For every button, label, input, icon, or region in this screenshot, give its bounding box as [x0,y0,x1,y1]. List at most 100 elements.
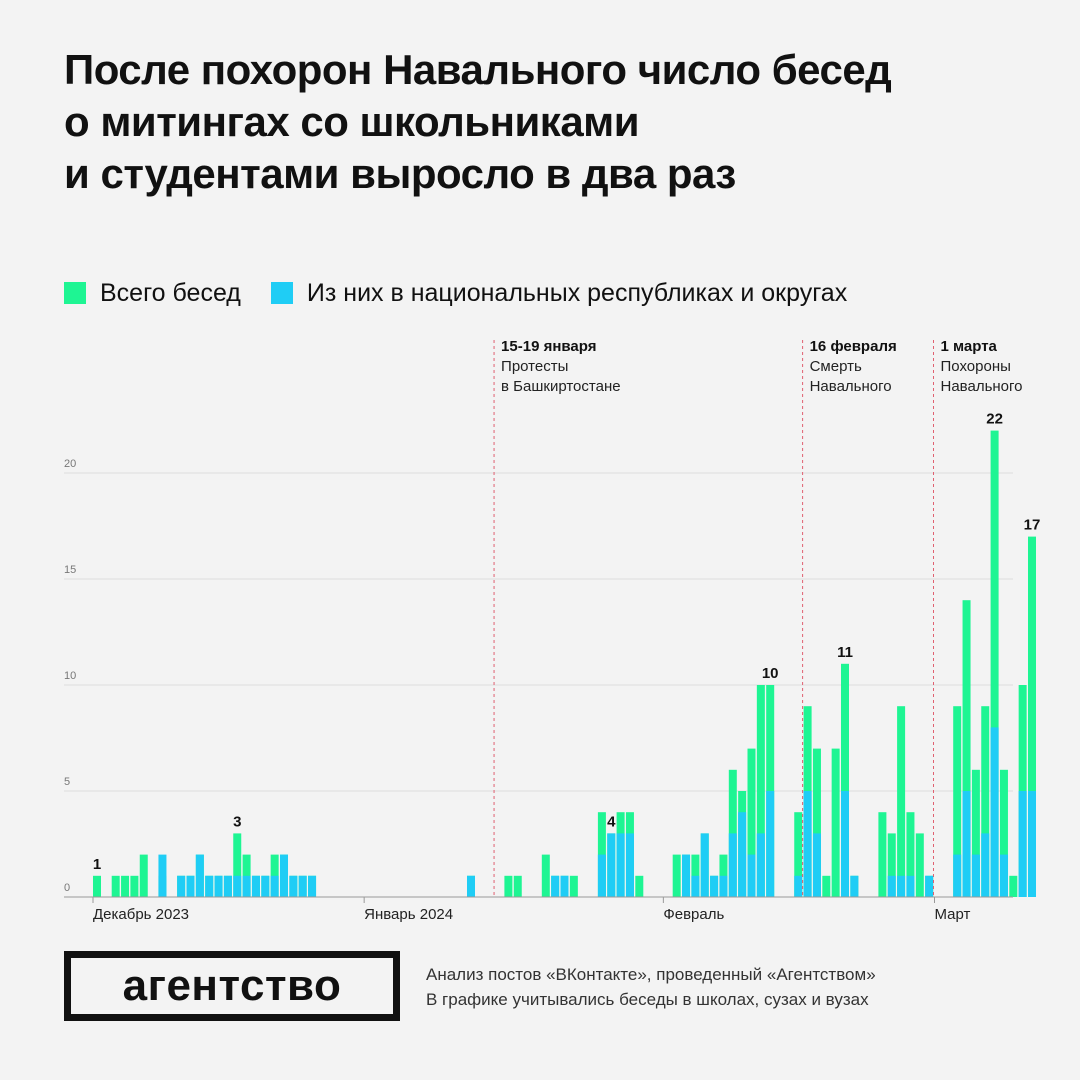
bar-regional-day-56 [616,833,625,897]
bar-total-day-45 [513,875,522,897]
bar-regional-day-89 [925,875,934,897]
legend-item-regional: Из них в национальных республиках и окру… [270,278,848,308]
bar-regional-day-72 [766,791,775,897]
chart-title: После похорон Навального число бесед о м… [64,44,1024,200]
x-tick-label-3: Март [935,906,971,923]
y-tick-label-0: 0 [64,882,70,894]
bar-regional-day-96 [990,727,999,897]
bar-regional-day-80 [841,791,849,897]
bar-total-day-95 [981,706,990,897]
bar-regional-day-77 [812,833,821,897]
y-tick-label-15: 15 [64,564,76,576]
bar-regional-day-100 [1028,791,1036,897]
bar-regional-day-69 [738,812,747,897]
event-title-2: 1 марта [941,338,998,355]
bar-total-day-97 [999,769,1008,897]
event-text-0-1: в Башкиртостане [501,378,621,395]
bar-total-day-75 [794,812,803,897]
bar-regional-day-81 [850,875,859,897]
event-text-0-0: Протесты [501,358,568,375]
bar-total-day-94 [971,769,980,897]
source-line-1: Анализ постов «ВКонтакте», проведенный «… [426,965,876,984]
bar-total-day-86 [897,706,906,897]
bar-regional-day-67 [719,875,728,897]
bar-regional-day-68 [728,833,737,897]
bar-regional-day-18 [261,875,270,897]
event-title-0: 15-19 января [501,338,596,355]
bar-total-day-15 [233,833,242,897]
bar-regional-day-19 [270,875,279,897]
bar-regional-day-10 [186,875,195,897]
event-text-2-0: Похороны [941,358,1011,375]
bar-total-day-92 [953,706,962,897]
event-title-1: 16 февраля [810,338,897,355]
x-tick-label-2: Февраль [663,906,724,923]
data-label-5: 22 [986,411,1003,428]
bar-regional-day-85 [887,875,896,897]
title-line-3: и студентами выросло в два раз [64,150,736,197]
source-line-2: В графике учитывались беседы в школах, с… [426,990,869,1009]
y-tick-label-10: 10 [64,670,76,682]
bar-regional-day-93 [962,791,971,897]
bar-regional-day-70 [747,854,756,897]
bar-total-day-3 [121,875,130,897]
bar-regional-day-15 [233,875,242,897]
bar-regional-day-65 [700,833,709,897]
bar-total-day-2 [111,875,120,897]
bar-total-day-5 [139,854,148,897]
legend-swatch-regional [270,282,293,304]
bar-regional-day-7 [158,854,167,897]
data-label-0: 1 [93,856,101,873]
bar-regional-day-12 [205,875,214,897]
bar-regional-day-49 [551,875,560,897]
source-note: Анализ постов «ВКонтакте», проведенный «… [426,962,876,1012]
bar-regional-day-23 [308,875,317,897]
legend-label-regional: Из них в национальных республиках и окру… [306,278,848,307]
bar-total-day-62 [672,854,681,897]
event-text-2-1: Навального [941,378,1023,395]
event-text-1-0: Смерть [810,358,862,375]
bar-total-day-79 [831,748,840,897]
data-label-6: 17 [1024,517,1041,534]
bar-regional-day-94 [971,854,980,897]
data-label-3: 10 [762,665,779,682]
x-tick-label-0: Декабрь 2023 [93,906,189,923]
bar-total-day-88 [915,833,924,897]
bar-total-day-96 [990,430,999,897]
bar-total-day-71 [756,685,765,897]
x-tick-label-1: Январь 2024 [364,906,453,923]
bar-total-day-85 [887,833,896,897]
bar-regional-day-63 [682,854,691,897]
title-line-2: о митингах со школьниками [64,98,640,145]
bar-regional-day-76 [803,791,812,897]
bar-total-day-58 [635,875,644,897]
bar-total-day-78 [822,875,831,897]
data-label-4: 11 [837,644,853,661]
event-text-1-1: Навального [810,378,892,395]
bar-regional-day-71 [756,833,765,897]
bar-regional-day-9 [177,875,186,897]
bar-regional-day-40 [467,875,475,897]
bar-total-day-77 [812,748,821,897]
bar-regional-day-97 [999,854,1008,897]
y-tick-label-20: 20 [64,458,76,470]
bar-regional-day-75 [794,875,803,897]
data-label-2: 4 [607,813,616,830]
bar-total-day-87 [906,812,915,897]
bar-regional-day-54 [597,854,606,897]
logo-text: агентство [71,958,393,1014]
legend: Всего бесед Из них в национальных респуб… [64,276,847,310]
bar-regional-day-11 [195,854,204,897]
bar-total-day-98 [1009,875,1018,897]
bar-regional-day-50 [560,875,569,897]
legend-swatch-total [64,282,86,304]
bar-total-day-84 [878,812,887,897]
bar-total-day-48 [541,854,550,897]
bar-total-day-4 [130,875,139,897]
bar-regional-day-66 [710,875,719,897]
bar-total-day-44 [504,875,513,897]
bar-regional-day-86 [897,875,906,897]
legend-item-total: Всего бесед [64,279,241,308]
bar-regional-day-95 [981,833,990,897]
bar-regional-day-87 [906,875,915,897]
